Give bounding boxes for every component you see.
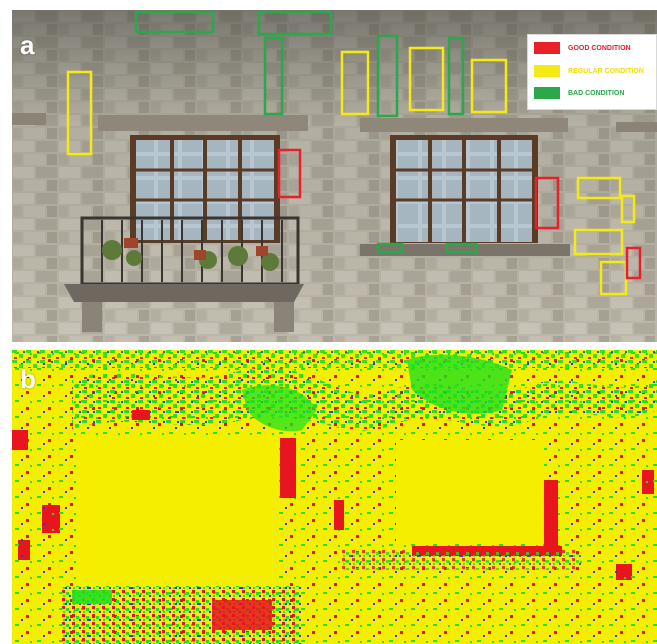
good-condition-boxes [277,148,642,280]
balcony-slab [64,284,304,302]
legend-swatch-red [534,42,560,54]
bad-condition-boxes [134,10,478,254]
legend-item-good: GOOD CONDITION [534,41,631,55]
panel-label-a: a [20,30,35,60]
legend-item-regular: REGULAR CONDITION [534,64,644,78]
legend-label-good: GOOD CONDITION [568,44,631,52]
left-cornice [98,115,308,131]
condition-legend: GOOD CONDITION REGULAR CONDITION BAD CON… [527,34,657,110]
panel-label-b: b [20,364,36,394]
masked-right-window [396,440,544,544]
legend-item-bad: BAD CONDITION [534,86,624,100]
legend-label-bad: BAD CONDITION [568,89,625,97]
right-sill [360,244,570,256]
right-cornice [360,118,568,132]
classification-map [12,350,657,644]
classification-map-panel: b [12,350,657,644]
legend-swatch-green [534,87,560,99]
masked-left-window [78,436,278,586]
legend-label-regular: REGULAR CONDITION [568,67,644,75]
regular-condition-boxes [66,46,636,296]
legend-swatch-yellow [534,65,560,77]
facade-photo-panel: a GOOD CONDITION REGULAR CONDITION BAD C… [12,10,657,342]
